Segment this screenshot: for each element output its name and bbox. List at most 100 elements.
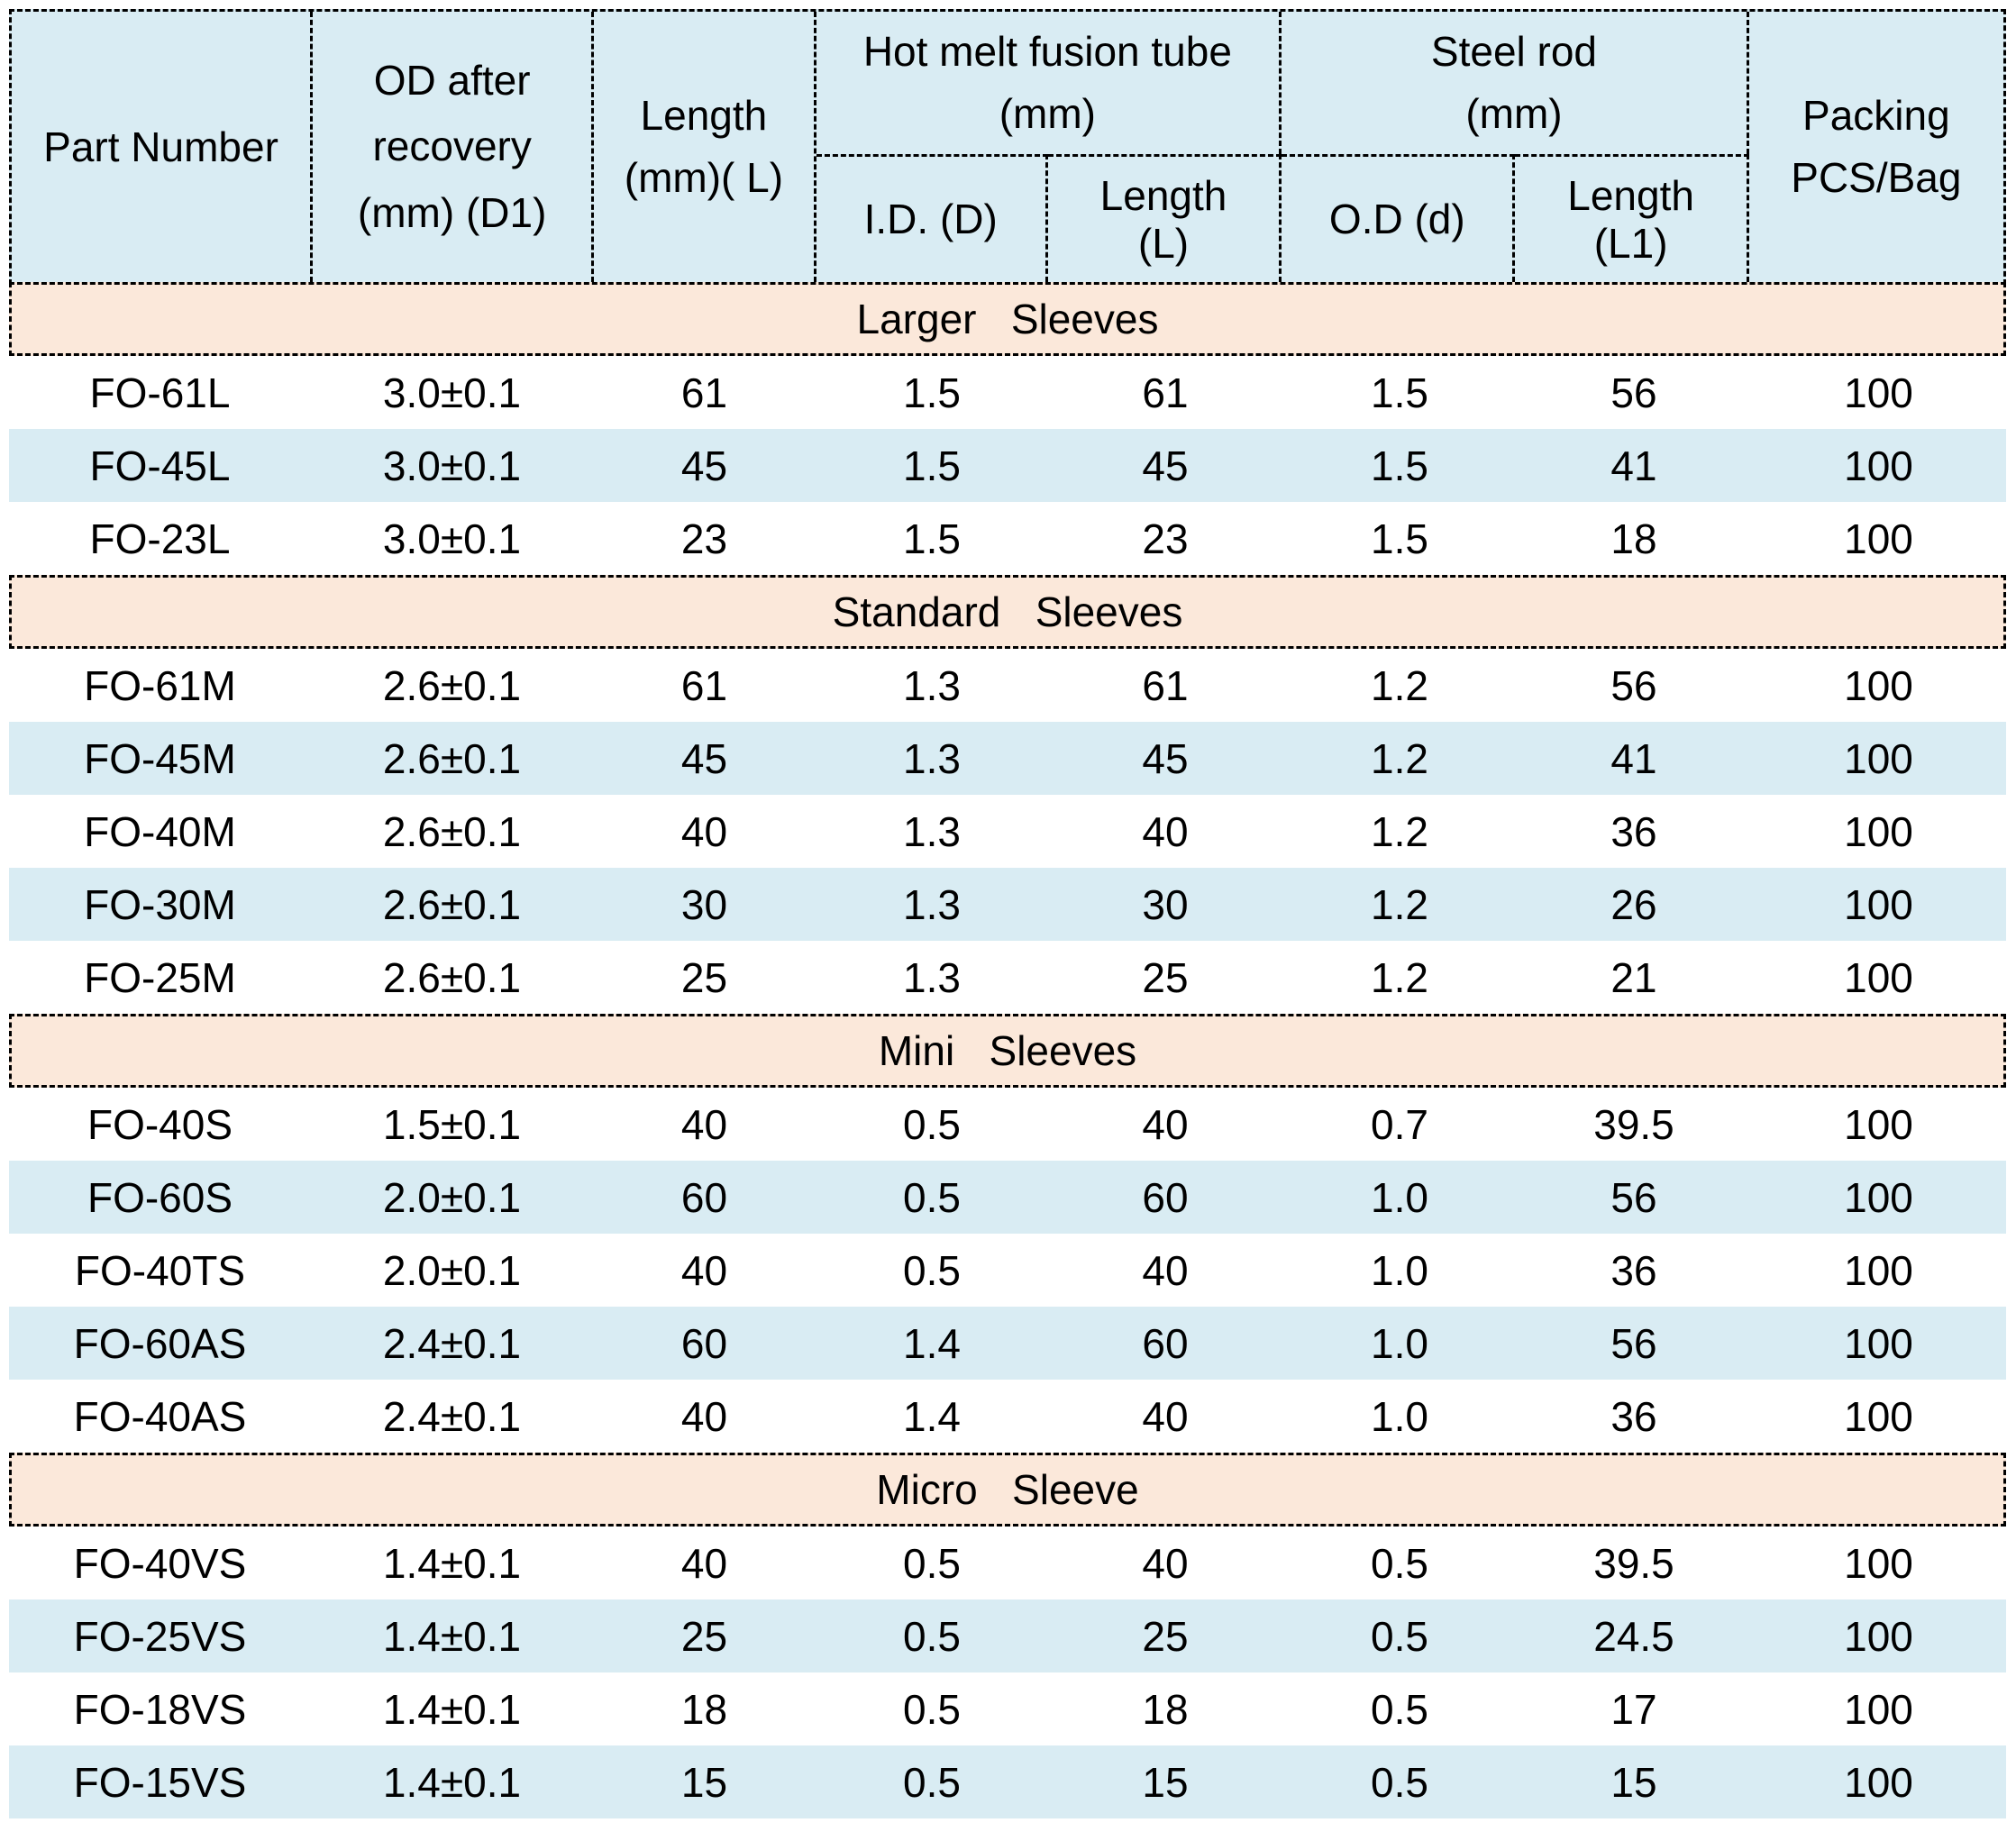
table-cell: 100 (1844, 880, 1913, 928)
table-cell: 40 (680, 1246, 728, 1294)
table-cell: 1.4 (903, 1319, 961, 1367)
table-cell: FO-18VS (73, 1685, 247, 1733)
table-cell: 61 (1142, 661, 1189, 709)
column-group-steel-rod: Steel rod (mm) (1282, 12, 1749, 154)
table-cell: 40 (1142, 1392, 1189, 1440)
table-cell: 1.0 (1371, 1246, 1428, 1294)
table-cell: 1.5 (903, 515, 961, 562)
table-row: FO-40M 2.6±0.1 40 1.3 40 1.2 36 100 (9, 795, 2006, 868)
table-row: FO-18VS 1.4±0.1 18 0.5 18 0.5 17 100 (9, 1672, 2006, 1745)
table-cell: 56 (1610, 1319, 1657, 1367)
table-cell: 0.5 (903, 1685, 961, 1733)
table-cell: 1.2 (1371, 880, 1428, 928)
table-cell: 61 (1142, 369, 1189, 416)
table-cell: 61 (680, 369, 728, 416)
section-band: Micro Sleeve (9, 1453, 2006, 1527)
table-cell: 0.5 (1371, 1539, 1428, 1587)
column-group-hot-melt-fusion-tube: Hot melt fusion tube (mm) (816, 12, 1282, 154)
table-cell: FO-15VS (73, 1758, 247, 1806)
table-cell: 1.4±0.1 (382, 1758, 522, 1806)
table-cell: FO-61M (84, 661, 236, 709)
table-cell: 1.2 (1371, 953, 1428, 1001)
table-row: FO-15VS 1.4±0.1 15 0.5 15 0.5 15 100 (9, 1745, 2006, 1818)
table-cell: 1.5 (903, 369, 961, 416)
table-cell: 23 (680, 515, 728, 562)
table-cell: 100 (1844, 1392, 1913, 1440)
table-cell: 100 (1844, 1173, 1913, 1221)
table-cell: 36 (1610, 1246, 1657, 1294)
table-row: FO-45M 2.6±0.1 45 1.3 45 1.2 41 100 (9, 722, 2006, 795)
table-cell: 100 (1844, 953, 1913, 1001)
table-cell: FO-45M (84, 734, 236, 782)
table-cell: 0.5 (903, 1539, 961, 1587)
table-cell: 0.5 (903, 1100, 961, 1148)
table-cell: 41 (1610, 734, 1657, 782)
table-row: FO-45L 3.0±0.1 45 1.5 45 1.5 41 100 (9, 429, 2006, 502)
table-cell: 1.3 (903, 953, 961, 1001)
table-cell: 18 (680, 1685, 728, 1733)
table-cell: 40 (1142, 1246, 1189, 1294)
column-header-part-number: Part Number (12, 12, 314, 282)
table-cell: 0.5 (1371, 1685, 1428, 1733)
table-cell: 1.0 (1371, 1319, 1428, 1367)
table-cell: 0.5 (1371, 1758, 1428, 1806)
column-header-packing: Packing PCS/Bag (1791, 92, 1962, 201)
table-cell: 1.0 (1371, 1173, 1428, 1221)
table-cell: 100 (1844, 1758, 1913, 1806)
table-cell: 1.5 (1371, 442, 1428, 489)
table-header: Part Number OD after recovery (mm) (D1) … (9, 9, 2006, 285)
table-cell: 1.2 (1371, 807, 1428, 855)
table-cell: FO-61L (89, 369, 231, 416)
table-cell: FO-25VS (73, 1612, 247, 1660)
table-cell: FO-40TS (74, 1246, 246, 1294)
table-row: FO-25M 2.6±0.1 25 1.3 25 1.2 21 100 (9, 941, 2006, 1014)
table-cell: 1.4±0.1 (382, 1539, 522, 1587)
table-cell: 56 (1610, 369, 1657, 416)
table-cell: 1.4±0.1 (382, 1612, 522, 1660)
section-band: Larger Sleeves (9, 282, 2006, 356)
section-title: Micro Sleeve (876, 1466, 1139, 1513)
table-cell: FO-40VS (73, 1539, 247, 1587)
table-cell: 25 (1142, 953, 1189, 1001)
table-cell: 40 (1142, 1539, 1189, 1587)
table-cell: 3.0±0.1 (382, 369, 522, 416)
table-cell: 26 (1610, 880, 1657, 928)
table-body: Larger Sleeves FO-61L 3.0±0.1 61 1.5 61 1.5 56… (9, 282, 2006, 1818)
table-row: FO-60S 2.0±0.1 60 0.5 60 1.0 56 100 (9, 1161, 2006, 1234)
table-cell: 39.5 (1593, 1539, 1674, 1587)
table-cell: 56 (1610, 661, 1657, 709)
table-row: FO-30M 2.6±0.1 30 1.3 30 1.2 26 100 (9, 868, 2006, 941)
table-cell: FO-23L (89, 515, 231, 562)
section-title: Standard Sleeves (832, 588, 1183, 635)
table-cell: 2.6±0.1 (382, 880, 522, 928)
table-cell: 2.0±0.1 (382, 1246, 522, 1294)
section-title: Mini Sleeves (878, 1027, 1137, 1074)
table-cell: 2.6±0.1 (382, 807, 522, 855)
table-row: FO-61L 3.0±0.1 61 1.5 61 1.5 56 100 (9, 356, 2006, 429)
table-row: FO-61M 2.6±0.1 61 1.3 61 1.2 56 100 (9, 649, 2006, 722)
table-cell: 56 (1610, 1173, 1657, 1221)
table-cell: 1.5 (903, 442, 961, 489)
table-cell: 100 (1844, 515, 1913, 562)
table-cell: 100 (1844, 1612, 1913, 1660)
table-cell: 25 (1142, 1612, 1189, 1660)
table-cell: 18 (1610, 515, 1657, 562)
table-cell: 1.3 (903, 880, 961, 928)
table-cell: 1.5±0.1 (382, 1100, 522, 1148)
table-cell: 1.4 (903, 1392, 961, 1440)
table-cell: 0.5 (903, 1246, 961, 1294)
table-cell: 100 (1844, 1100, 1913, 1148)
table-cell: 45 (680, 442, 728, 489)
table-cell: 40 (680, 1539, 728, 1587)
spec-table: Part Number OD after recovery (mm) (D1) … (9, 9, 2006, 1818)
table-cell: 3.0±0.1 (382, 515, 522, 562)
table-cell: 100 (1844, 734, 1913, 782)
table-cell: 0.5 (1371, 1612, 1428, 1660)
table-cell: 45 (1142, 734, 1189, 782)
table-cell: 2.4±0.1 (382, 1392, 522, 1440)
table-cell: 100 (1844, 807, 1913, 855)
table-row: FO-40S 1.5±0.1 40 0.5 40 0.7 39.5 100 (9, 1088, 2006, 1161)
table-cell: 100 (1844, 1319, 1913, 1367)
table-cell: 100 (1844, 442, 1913, 489)
table-cell: 30 (680, 880, 728, 928)
